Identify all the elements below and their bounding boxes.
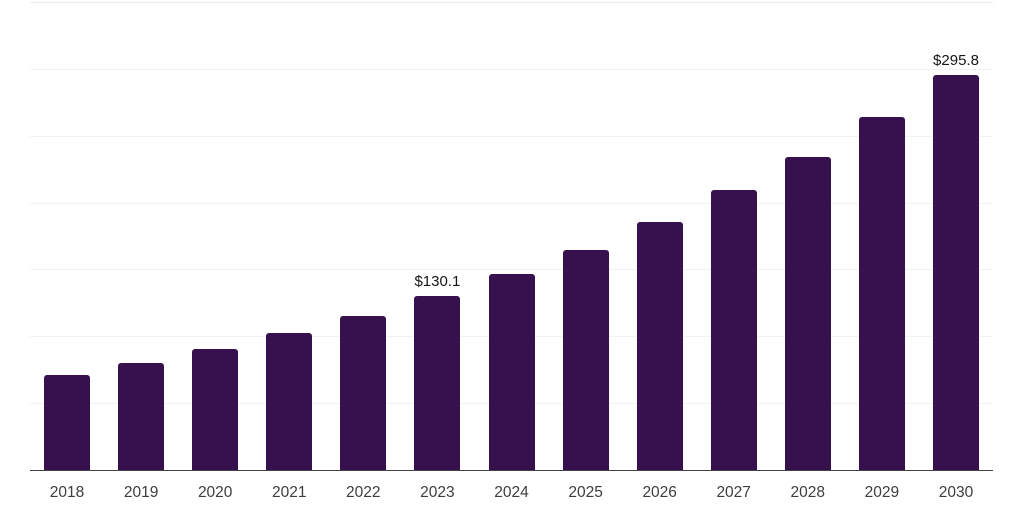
- bar-2025: [562, 249, 609, 470]
- x-axis-line: [30, 470, 993, 471]
- bar-2018: [44, 374, 90, 470]
- x-tick-label-2020: 2020: [197, 484, 233, 501]
- bar-2024: [488, 274, 535, 470]
- bar-2020: [192, 349, 239, 470]
- x-tick-label-2023: 2023: [420, 484, 455, 501]
- x-tick-label-2028: 2028: [790, 484, 826, 501]
- gridline-200: [30, 202, 993, 204]
- x-tick-label-2021: 2021: [272, 484, 307, 501]
- x-tick-label-2018: 2018: [49, 484, 85, 501]
- x-tick-label-2025: 2025: [568, 484, 603, 501]
- data-label-2030: $295.8: [933, 51, 979, 69]
- bar-2021: [266, 333, 313, 470]
- bar-2027: [710, 190, 757, 470]
- x-tick-label-2030: 2030: [938, 484, 974, 501]
- bar-2026: [636, 222, 683, 470]
- x-tick-label-2029: 2029: [864, 484, 900, 501]
- gridline-250: [30, 135, 993, 137]
- data-label-2023: $130.1: [414, 273, 461, 290]
- x-tick-label-2022: 2022: [346, 484, 381, 501]
- bar-2022: [340, 316, 387, 470]
- x-tick-label-2024: 2024: [494, 484, 529, 501]
- bar-2023: [414, 296, 461, 470]
- x-tick-label-2027: 2027: [716, 484, 751, 501]
- bar-2019: [118, 363, 165, 470]
- gridline-350: [30, 2, 993, 3]
- bar-2029: [858, 116, 905, 470]
- x-tick-label-2026: 2026: [642, 484, 677, 501]
- gridline-300: [30, 68, 993, 70]
- bar-2028: [784, 156, 831, 470]
- bar-2030: [933, 74, 979, 470]
- x-tick-label-2019: 2019: [123, 484, 159, 501]
- gridline-150: [30, 269, 993, 271]
